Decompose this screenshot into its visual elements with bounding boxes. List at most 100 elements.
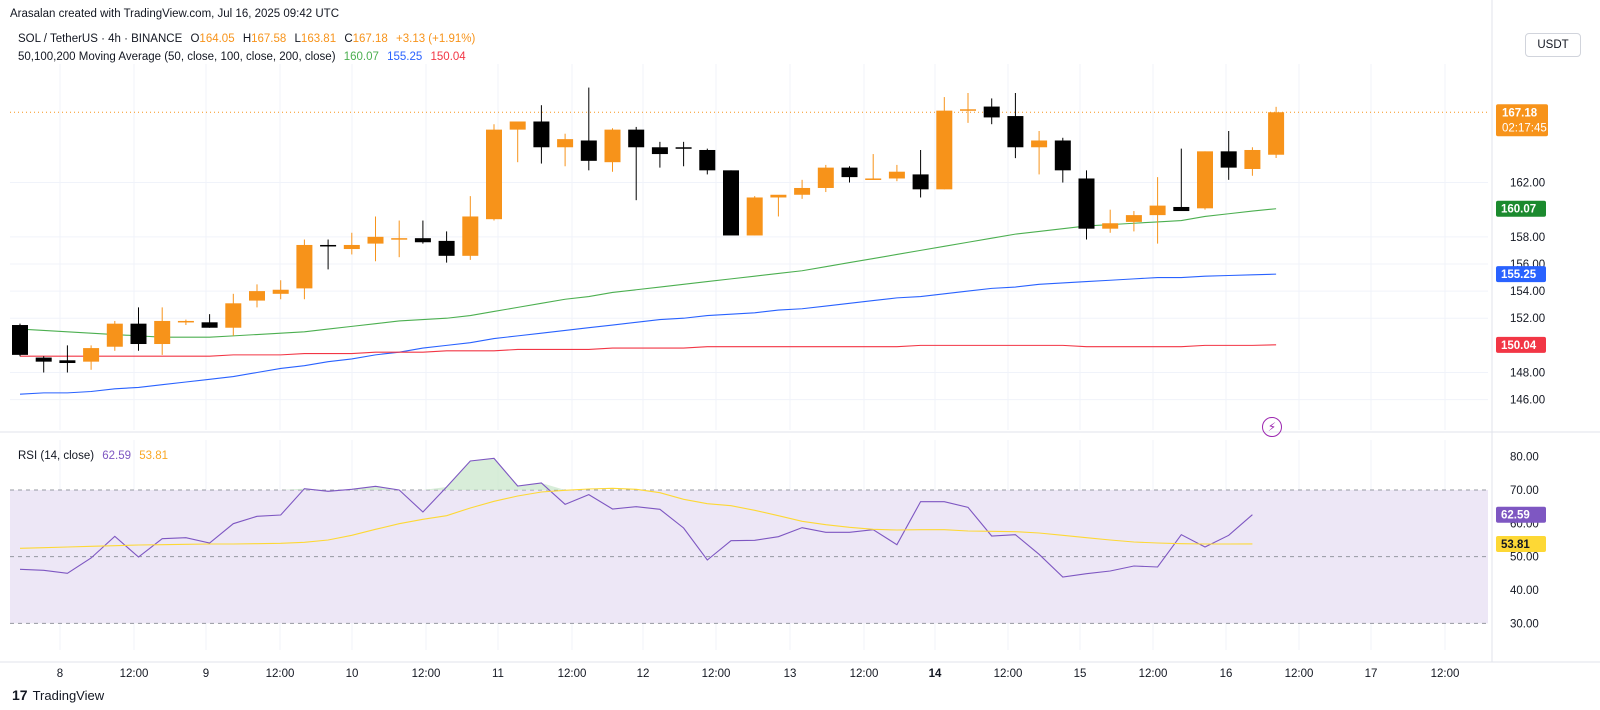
candle-body: [249, 291, 265, 301]
candle-body: [296, 244, 313, 289]
candle-body: [130, 323, 147, 345]
price-tick-label: 158.00: [1510, 232, 1545, 244]
ma100-badge: [1496, 266, 1546, 283]
close-label: C: [344, 33, 353, 45]
ma100-badge-text: 155.25: [1501, 269, 1537, 281]
ma50-badge-text: 160.07: [1501, 204, 1536, 216]
high-value: 167.58: [251, 33, 287, 45]
candle-body: [35, 357, 52, 362]
candle-body: [154, 320, 171, 345]
candle-body: [628, 129, 645, 148]
time-tick-label: 12:00: [266, 668, 295, 680]
candle-body: [414, 238, 431, 243]
time-tick-label: 12: [637, 668, 650, 680]
rsi-ma-badge-text: 53.81: [1501, 539, 1530, 551]
candle-body: [320, 244, 337, 247]
candle-body: [533, 121, 550, 148]
close-value: 167.18: [352, 33, 388, 45]
rsi-tick-label: 40.00: [1510, 585, 1539, 597]
lightning-bolt-icon[interactable]: ⚡: [1262, 417, 1282, 437]
candle-body: [1268, 112, 1285, 155]
candle-body: [794, 187, 811, 195]
candle-body: [841, 167, 858, 178]
candle-body: [1244, 149, 1261, 169]
value-badges: 167.18 02:17:45 160.07 155.25 150.04 62.59 53.…: [1496, 104, 1548, 552]
ma-legend-title[interactable]: 50,100,200 Moving Average (50, close, 10…: [18, 51, 336, 63]
price-tick-label: 162.00: [1510, 178, 1545, 190]
candle-body: [1078, 178, 1095, 229]
candle-body: [557, 139, 574, 148]
candle-body: [1173, 206, 1190, 212]
rsi-overbought-fill: [280, 458, 566, 490]
candle-body: [912, 174, 929, 190]
candle-body: [106, 323, 123, 347]
countdown-badge-text: 02:17:45: [1502, 122, 1547, 134]
candle-body: [12, 325, 28, 355]
ma-line: [20, 344, 1277, 357]
ma50-value: 160.07: [343, 51, 379, 63]
candle-body: [462, 216, 479, 256]
candle-body: [59, 360, 76, 364]
candle-body: [675, 147, 692, 149]
time-tick-label: 15: [1074, 668, 1087, 680]
candle-body: [1102, 223, 1119, 229]
change-value: +3.13 (+1.91%): [396, 33, 476, 45]
candle-body: [746, 197, 763, 236]
tradingview-logo[interactable]: 17 TradingView: [12, 687, 104, 703]
ma200-badge: [1496, 336, 1546, 353]
time-tick-label: 9: [203, 668, 209, 680]
ma100-value: 155.25: [387, 51, 423, 63]
candle-body: [1054, 140, 1071, 171]
symbol-legend: SOL / TetherUS · 4h · BINANCE O164.05 H1…: [18, 33, 480, 45]
candle-body: [1220, 151, 1237, 168]
moving-averages: [19, 208, 1277, 395]
time-tick-label: 12:00: [1139, 668, 1168, 680]
candle-body: [1197, 151, 1213, 209]
candle-body: [817, 167, 834, 188]
symbol-name[interactable]: SOL / TetherUS · 4h · BINANCE: [18, 33, 183, 45]
rsi-tick-label: 30.00: [1510, 618, 1539, 630]
time-tick-label: 11: [492, 668, 504, 680]
candle-body: [723, 170, 739, 236]
price-tick-label: 152.00: [1510, 313, 1545, 325]
rsi-legend: RSI (14, close) 62.59 53.81: [18, 450, 173, 462]
candle-body: [343, 244, 360, 250]
rsi-tick-label: 80.00: [1510, 452, 1539, 464]
rsi-lines: [19, 457, 1253, 578]
time-tick-label: 12:00: [994, 668, 1023, 680]
candle-body: [1125, 215, 1142, 222]
ma50-badge: [1496, 200, 1546, 217]
currency-button[interactable]: USDT: [1525, 33, 1581, 57]
ma200-value: 150.04: [430, 51, 466, 63]
rsi-tick-label: 50.00: [1510, 552, 1539, 564]
candle-body: [272, 289, 289, 294]
candle-body: [770, 194, 787, 198]
time-tick-label: 16: [1220, 668, 1233, 680]
time-tick-label: 17: [1365, 668, 1378, 680]
rsi-badge-text: 62.59: [1501, 510, 1530, 522]
time-tick-label: 12:00: [702, 668, 731, 680]
ma-line: [19, 208, 1277, 338]
time-tick-label: 12:00: [1285, 668, 1314, 680]
ma-legend: 50,100,200 Moving Average (50, close, 10…: [18, 51, 471, 63]
time-tick-label: 14: [929, 668, 942, 680]
high-label: H: [242, 33, 252, 45]
rsi-legend-title[interactable]: RSI (14, close): [18, 450, 95, 462]
candle-body: [651, 147, 668, 155]
ma200-badge-text: 150.04: [1501, 340, 1537, 352]
candle-body: [367, 236, 384, 244]
candle-body: [225, 303, 242, 328]
low-label: L: [294, 33, 301, 45]
attribution-text: Arasalan created with TradingView.com, J…: [10, 8, 339, 20]
price-tick-label: 154.00: [1510, 286, 1545, 298]
candle-body: [438, 240, 455, 256]
candle-body: [201, 322, 218, 328]
candle-body: [888, 171, 905, 179]
candle-body: [1007, 116, 1024, 148]
rsi-ma-value: 53.81: [139, 450, 169, 462]
logo-mark: 17: [12, 687, 28, 703]
open-value: 164.05: [199, 33, 235, 45]
logo-text: TradingView: [32, 688, 105, 703]
rsi-ma-line: [19, 487, 1253, 549]
